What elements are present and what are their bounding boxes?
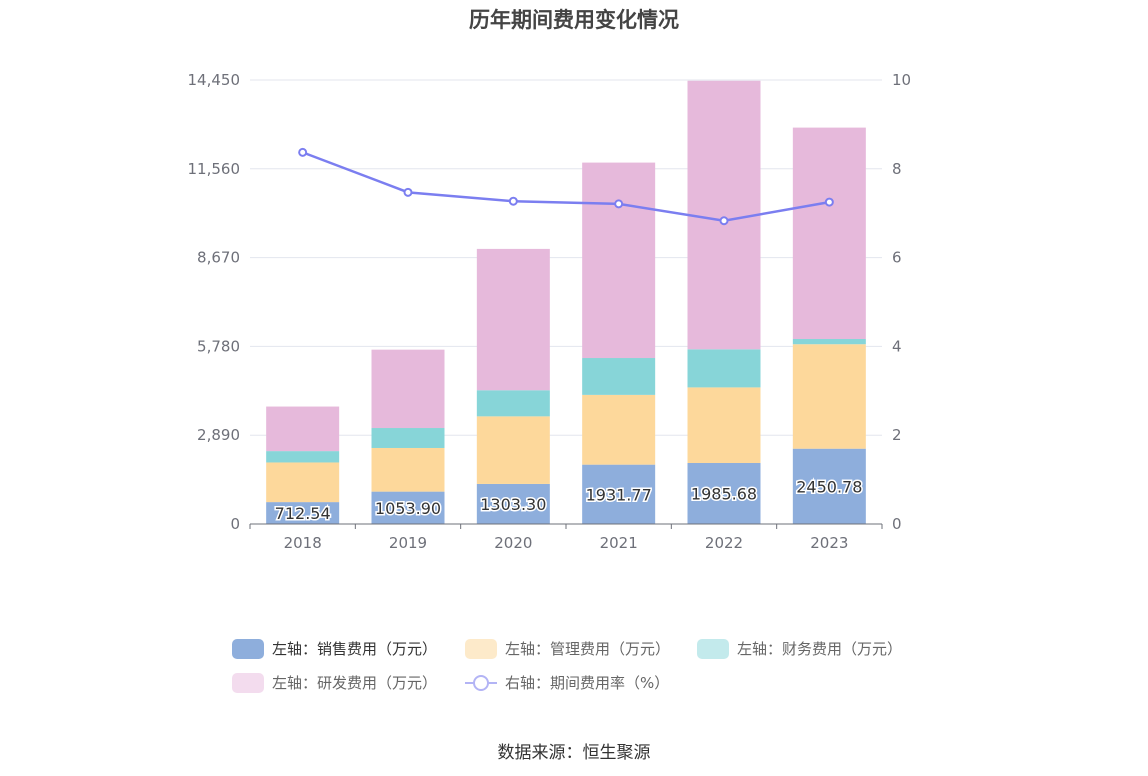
x-tick-label: 2019 — [389, 534, 427, 552]
bar-segment-finance — [266, 451, 340, 463]
expense-rate-point — [508, 196, 518, 206]
y-left-tick-label: 11,560 — [188, 160, 241, 178]
bar-segment-sales — [266, 502, 340, 524]
expense-rate-point — [403, 187, 413, 197]
legend-swatch-admin — [465, 638, 497, 659]
y-left-tick-label: 0 — [230, 515, 240, 533]
legend-item-rnd[interactable]: 左轴：研发费用（万元） — [232, 672, 437, 693]
bar-segment-sales — [582, 464, 656, 524]
y-right-tick-label: 4 — [892, 337, 902, 355]
legend-item-sales[interactable]: 左轴：销售费用（万元） — [232, 638, 437, 659]
legend-label-admin: 左轴：管理费用（万元） — [505, 640, 671, 658]
bar-segment-finance — [371, 428, 445, 448]
legend-item-expense-rate[interactable]: 右轴：期间费用率（%） — [465, 672, 669, 693]
bar-segment-finance — [582, 358, 656, 395]
y-left-tick-label: 8,670 — [197, 249, 240, 267]
y-left-tick-label: 5,780 — [197, 337, 240, 355]
legend-label-finance: 左轴：财务费用（万元） — [737, 640, 903, 658]
bar-segment-sales — [476, 483, 550, 524]
bar-segment-rnd — [582, 162, 656, 359]
y-right-tick-label: 6 — [892, 249, 902, 267]
expense-rate-line — [302, 151, 830, 223]
legend-label-rnd: 左轴：研发费用（万元） — [272, 674, 438, 692]
bar-segment-finance — [792, 339, 866, 345]
data-label: 1931.77 — [586, 485, 652, 504]
legend-swatch-sales — [232, 638, 264, 659]
x-tick-label: 2022 — [705, 534, 743, 552]
y-right-tick-label: 2 — [892, 426, 902, 444]
data-label: 1303.30 — [480, 495, 546, 514]
bar-segment-rnd — [792, 127, 866, 340]
legend-label-sales: 左轴：销售费用（万元） — [272, 640, 438, 658]
bar-segment-admin — [792, 344, 866, 449]
bar-segment-rnd — [476, 248, 550, 391]
expense-rate-point — [614, 199, 624, 209]
chart-title: 历年期间费用变化情况 — [469, 8, 679, 32]
x-tick-label: 2023 — [810, 534, 848, 552]
y-left-tick-label: 14,450 — [188, 71, 241, 89]
legend-item-finance[interactable]: 左轴：财务费用（万元） — [697, 638, 902, 659]
legend-label-expense-rate: 右轴：期间费用率（%） — [505, 674, 670, 692]
bar-segment-admin — [266, 462, 340, 503]
legend-swatch-rnd — [232, 672, 264, 693]
bar-segment-sales — [687, 462, 761, 524]
bar-segment-rnd — [687, 80, 761, 350]
expense-rate-point — [719, 216, 729, 226]
bar-segment-finance — [476, 390, 550, 417]
expense-rate-point — [824, 197, 834, 207]
bar-segment-rnd — [266, 406, 340, 452]
legend-swatch-finance — [697, 638, 729, 659]
bar-segment-admin — [476, 416, 550, 484]
bar-segment-sales — [371, 491, 445, 524]
bar-segment-sales — [792, 448, 866, 524]
y-right-tick-label: 0 — [892, 515, 902, 533]
expense-rate-point — [298, 147, 308, 157]
y-right-tick-label: 10 — [892, 71, 911, 89]
bar-segment-admin — [582, 394, 656, 465]
bar-segment-rnd — [371, 349, 445, 429]
bar-segment-finance — [687, 349, 761, 388]
x-tick-label: 2021 — [600, 534, 638, 552]
data-source: 数据来源：恒生聚源 — [497, 743, 651, 763]
x-tick-label: 2020 — [494, 534, 532, 552]
x-tick-label: 2018 — [284, 534, 322, 552]
data-label: 2450.78 — [796, 477, 862, 496]
data-label: 1053.90 — [375, 499, 441, 518]
data-label: 712.54 — [275, 504, 331, 523]
data-label: 1985.68 — [691, 484, 757, 503]
bar-segment-admin — [371, 447, 445, 492]
chart-canvas: 0 0 2,890 2 5,780 4 8,670 6 11,560 8 14,450 10 2018 2… — [188, 71, 912, 552]
legend-item-admin[interactable]: 左轴：管理费用（万元） — [465, 638, 670, 659]
bar-segment-admin — [687, 387, 761, 463]
legend-line-icon — [465, 673, 497, 693]
y-right-tick-label: 8 — [892, 160, 902, 178]
y-left-tick-label: 2,890 — [197, 426, 240, 444]
